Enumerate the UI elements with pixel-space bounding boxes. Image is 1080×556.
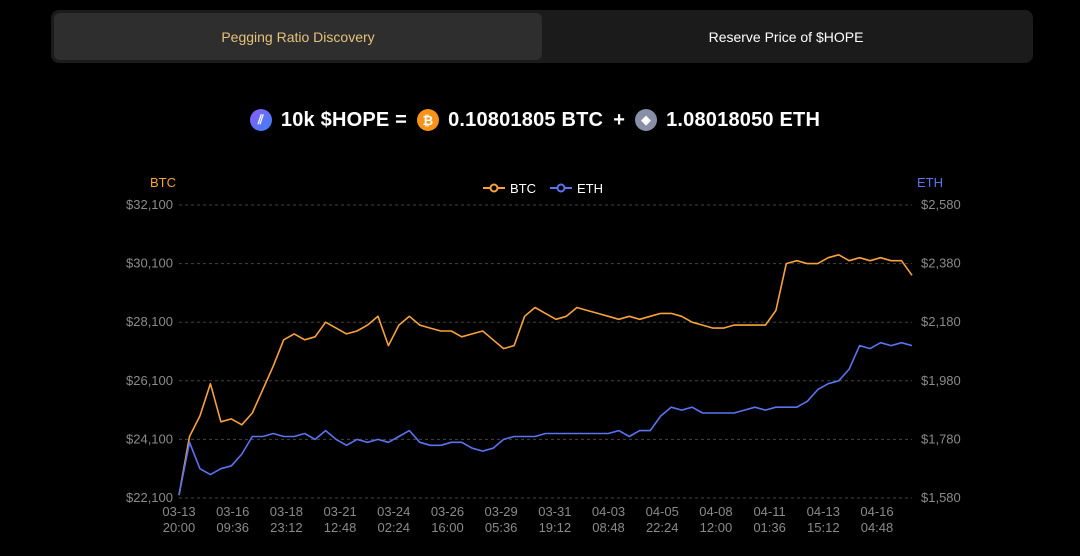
y-tick-right: $2,380 <box>921 256 961 271</box>
x-tick-time: 20:00 <box>163 520 196 535</box>
x-tick-date: 03-21 <box>323 504 356 519</box>
eth-icon: ◆ <box>635 109 658 131</box>
price-chart: $32,100 $2,580 $30,100 $2,380 $28,100 $2,180 $… <box>126 175 961 535</box>
x-tick-date: 03-13 <box>162 504 195 519</box>
legend-marker-btc <box>489 183 499 193</box>
x-tick-date: 03-24 <box>377 504 410 519</box>
btc-amount: 0.10801805 BTC <box>448 108 604 131</box>
x-tick-time: 16:00 <box>431 520 464 535</box>
y-tick-left: $24,100 <box>126 431 173 446</box>
y-tick-right: $2,180 <box>921 314 961 329</box>
x-tick-date: 03-16 <box>216 504 249 519</box>
x-tick-date: 04-08 <box>699 504 732 519</box>
x-tick-date: 03-18 <box>270 504 303 519</box>
x-tick-date: 04-03 <box>592 504 625 519</box>
hope-amount: 10k $HOPE = <box>280 108 408 131</box>
x-tick-date: 03-26 <box>431 504 464 519</box>
x-tick-time: 19:12 <box>539 520 572 535</box>
x-tick-time: 12:48 <box>324 520 357 535</box>
series-line-eth <box>178 341 913 496</box>
y-tick-right: $1,780 <box>921 431 961 446</box>
x-tick-time: 01:36 <box>753 520 786 535</box>
tab-reserve-price[interactable]: Reserve Price of $HOPE <box>708 28 864 45</box>
legend-marker-eth <box>556 183 566 193</box>
legend-label-eth: ETH <box>577 181 603 196</box>
x-tick-time: 09:36 <box>216 520 249 535</box>
x-tick-time: 22:24 <box>646 520 679 535</box>
x-tick-time: 05:36 <box>485 520 518 535</box>
x-tick-date: 04-16 <box>860 504 893 519</box>
x-tick-time: 12:00 <box>700 520 733 535</box>
x-tick-date: 04-05 <box>646 504 679 519</box>
x-tick-time: 04:48 <box>861 520 894 535</box>
x-tick-time: 02:24 <box>377 520 410 535</box>
y-tick-right: $1,580 <box>921 490 961 505</box>
series-line-btc <box>178 254 913 496</box>
y-tick-right: $2,580 <box>921 197 961 212</box>
y-tick-left: $22,100 <box>126 490 173 505</box>
x-tick-date: 04-11 <box>753 504 785 519</box>
x-tick-time: 23:12 <box>270 520 303 535</box>
legend-label-btc: BTC <box>510 181 536 196</box>
y-tick-left: $26,100 <box>126 373 173 388</box>
x-tick-date: 03-31 <box>538 504 571 519</box>
plus-sign: + <box>613 108 626 131</box>
hope-token-icon: ⫽ <box>249 109 272 131</box>
x-tick-date: 04-13 <box>807 504 840 519</box>
y-tick-right: $1,980 <box>921 373 961 388</box>
y-tick-left: $28,100 <box>126 314 173 329</box>
pegging-ratio-line: ⫽ 10k $HOPE = ₿ 0.10801805 BTC + ◆ 1.080… <box>0 100 1080 140</box>
btc-icon: ₿ <box>417 109 440 131</box>
y-tick-left: $32,100 <box>126 197 173 212</box>
left-axis-label: BTC <box>150 175 176 190</box>
tab-pegging-ratio-discovery[interactable]: Pegging Ratio Discovery <box>54 13 542 60</box>
x-tick-date: 03-29 <box>485 504 518 519</box>
tab-bar: Pegging Ratio Discovery Reserve Price of… <box>51 10 1033 63</box>
x-tick-time: 08:48 <box>592 520 625 535</box>
eth-amount: 1.08018050 ETH <box>666 108 821 131</box>
right-axis-label: ETH <box>917 175 943 190</box>
x-tick-time: 15:12 <box>807 520 840 535</box>
y-tick-left: $30,100 <box>126 256 173 271</box>
